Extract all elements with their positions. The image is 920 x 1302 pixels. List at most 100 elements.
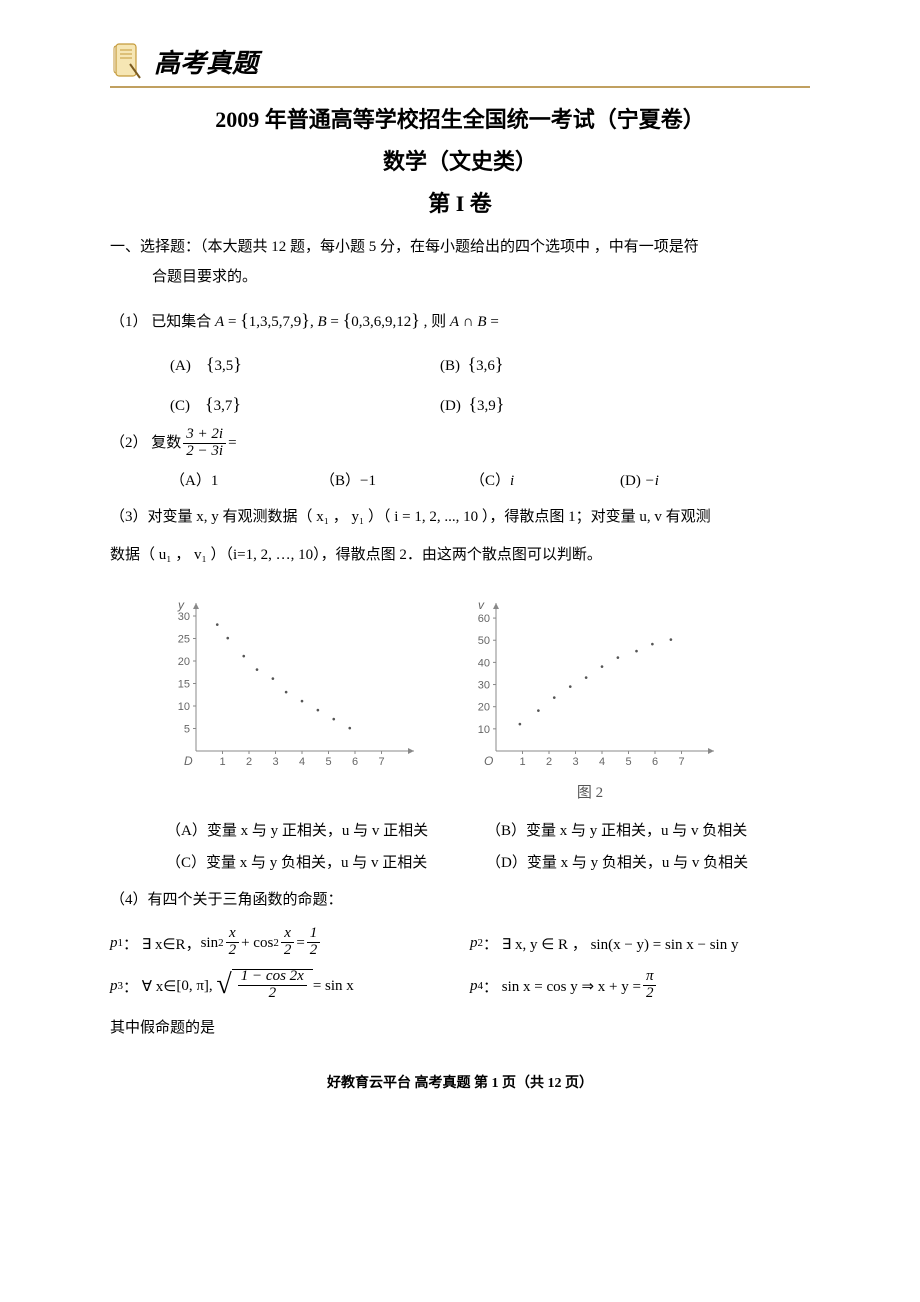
q2-options-row: （A）1 （B）−1 （C）i (D) −i <box>170 466 810 496</box>
svg-text:•: • <box>568 682 572 693</box>
svg-text:•: • <box>600 662 604 673</box>
q4-p2-text: ∃ x, y ∈ R ， sin(x − y) = sin x − sin y <box>502 933 739 954</box>
svg-text:•: • <box>300 697 304 708</box>
q4-p3-quant: ∀ x∈ <box>142 977 177 996</box>
q2-option-a: （A）1 <box>170 466 320 496</box>
svg-text:•: • <box>316 706 320 717</box>
svg-text:20: 20 <box>178 656 190 668</box>
svg-text:•: • <box>332 715 336 726</box>
q2-frac-num: 3 + 2i <box>183 427 226 444</box>
section-instruction: 一、选择题：（本大题共 12 题，每小题 5 分，在每小题给出的四个选项中 ，中… <box>110 232 810 292</box>
chart1-wrap: 510152025301234567Dy•••••••••• <box>160 595 420 802</box>
instruction-line1: 一、选择题：（本大题共 12 题，每小题 5 分，在每小题给出的四个选项中 ，中… <box>110 239 699 255</box>
q4-row-p3-p4: p3： ∀ x∈ [0, π], √ 1 − cos 2x2 = sin x p… <box>110 969 810 1003</box>
svg-text:30: 30 <box>178 611 190 623</box>
q4-p4: p4： sin x = cos y ⇒ x + y = π2 <box>470 970 658 1003</box>
q4-p3-eq: = sin x <box>313 978 354 995</box>
svg-text:15: 15 <box>178 679 190 691</box>
q2-stem-suffix: = <box>228 428 236 460</box>
q3-option-d: （D）变量 x 与 y 负相关，u 与 v 负相关 <box>486 848 806 880</box>
svg-text:•: • <box>669 636 673 647</box>
q1-set-a: A <box>215 314 224 330</box>
svg-text:4: 4 <box>599 756 605 768</box>
q2-option-d: (D) −i <box>620 466 770 496</box>
svg-text:•: • <box>284 688 288 699</box>
svg-text:5: 5 <box>325 756 331 768</box>
q4-p3: p3： ∀ x∈ [0, π], √ 1 − cos 2x2 = sin x <box>110 969 470 1003</box>
q3-opts-row2: （C）变量 x 与 y 负相关，u 与 v 正相关 （D）变量 x 与 y 负相… <box>166 848 810 880</box>
svg-text:•: • <box>635 647 639 658</box>
scroll-icon <box>110 40 146 82</box>
q1-option-b: (B) {3,6} <box>440 346 640 382</box>
svg-text:D: D <box>184 754 193 768</box>
q2-fraction: 3 + 2i 2 − 3i <box>183 427 226 460</box>
scatter-chart-1: 510152025301234567Dy•••••••••• <box>160 595 420 775</box>
svg-text:3: 3 <box>572 756 578 768</box>
svg-text:7: 7 <box>678 756 684 768</box>
q4-row-p1-p2: p1： ∃ x∈R， sin2 x2 + cos2 x2 = 12 p2： ∃ … <box>110 927 810 960</box>
footer-page-cur: 1 <box>492 1076 499 1091</box>
q3-opts-row1: （A）变量 x 与 y 正相关，u 与 v 正相关 （B）变量 x 与 y 正相… <box>166 816 810 848</box>
q4-p1: p1： ∃ x∈R， sin2 x2 + cos2 x2 = 12 <box>110 927 470 960</box>
footer-c: 页） <box>562 1076 594 1091</box>
svg-text:4: 4 <box>299 756 305 768</box>
scatter-chart-2: 1020304050601234567Ov•••••••••• <box>460 595 720 775</box>
question-3-line1: （3）对变量 x, y 有观测数据（ x₁ ， y₁ ）（ i = 1, 2, … <box>110 502 810 534</box>
svg-text:•: • <box>553 693 557 704</box>
svg-text:2: 2 <box>246 756 252 768</box>
q1-options-row2: (C) {3,7} (D) {3,9} <box>170 386 810 422</box>
q1-options-row1: (A) {{3, 5}3,5} (B) {3,6} <box>170 346 810 382</box>
svg-text:5: 5 <box>625 756 631 768</box>
q1-stem-suffix: , 则 A ∩ B = <box>424 314 499 330</box>
q1-option-d: (D) {3,9} <box>440 386 640 422</box>
q4-p3-interval: [0, π] <box>176 978 209 995</box>
q3-option-a: （A）变量 x 与 y 正相关，u 与 v 正相关 <box>166 816 486 848</box>
charts-row: 510152025301234567Dy•••••••••• 102030405… <box>160 595 810 802</box>
exam-page: 高考真题 2009 年普通高等学校招生全国统一考试（宁夏卷） 数学（文史类） 第… <box>0 0 920 1122</box>
q1-set-a-open: { <box>240 310 249 330</box>
svg-text:10: 10 <box>178 701 190 713</box>
svg-text:v: v <box>478 598 485 612</box>
q4-p3-sqrt: √ 1 − cos 2x2 <box>216 969 312 1003</box>
q3-options: （A）变量 x 与 y 正相关，u 与 v 正相关 （B）变量 x 与 y 正相… <box>166 816 810 879</box>
svg-text:•: • <box>271 674 275 685</box>
svg-text:•: • <box>584 673 588 684</box>
banner-rule <box>110 86 810 88</box>
q1-set-a-close: } <box>301 310 310 330</box>
chart2-caption: 图 2 <box>577 781 603 802</box>
q2-stem-prefix: （2） 复数 <box>110 428 181 460</box>
q1-set-b: B <box>317 314 326 330</box>
svg-text:•: • <box>651 640 655 651</box>
q2-option-b: （B）−1 <box>320 466 470 496</box>
q1-option-a: (A) {{3, 5}3,5} <box>170 346 440 382</box>
q2-frac-den: 2 − 3i <box>183 444 226 460</box>
svg-text:10: 10 <box>478 724 490 736</box>
q1-set-b-open: { <box>343 310 352 330</box>
svg-text:2: 2 <box>546 756 552 768</box>
svg-text:50: 50 <box>478 636 490 648</box>
q1-set-b-vals: 0,3,6,9,12 <box>351 314 411 330</box>
q1-stem-prefix: （1） 已知集合 <box>110 314 215 330</box>
svg-text:3: 3 <box>272 756 278 768</box>
svg-text:y: y <box>177 598 185 612</box>
banner-text: 高考真题 <box>154 43 258 80</box>
svg-text:•: • <box>348 724 352 735</box>
q1-set-a-vals: 1,3,5,7,9 <box>249 314 302 330</box>
q1-option-c: (C) {3,7} <box>170 386 440 422</box>
q3-option-c: （C）变量 x 与 y 负相关，u 与 v 正相关 <box>166 848 486 880</box>
question-4-stem: （4）有四个关于三角函数的命题： <box>110 885 810 917</box>
title-sub: 数学（文史类） <box>110 144 810 176</box>
page-footer: 好教育云平台 高考真题 第 1 页（共 12 页） <box>110 1072 810 1092</box>
svg-text:•: • <box>215 620 219 631</box>
svg-text:•: • <box>226 634 230 645</box>
q4-tail: 其中假命题的是 <box>110 1013 810 1045</box>
svg-text:5: 5 <box>184 724 190 736</box>
svg-text:•: • <box>518 720 522 731</box>
svg-text:30: 30 <box>478 680 490 692</box>
svg-text:•: • <box>537 706 541 717</box>
q3-option-b: （B）变量 x 与 y 正相关，u 与 v 负相关 <box>486 816 806 848</box>
svg-text:60: 60 <box>478 613 490 625</box>
svg-text:6: 6 <box>652 756 658 768</box>
q4-p4-text: sin x = cos y ⇒ x + y = <box>502 977 641 996</box>
svg-text:•: • <box>616 653 620 664</box>
